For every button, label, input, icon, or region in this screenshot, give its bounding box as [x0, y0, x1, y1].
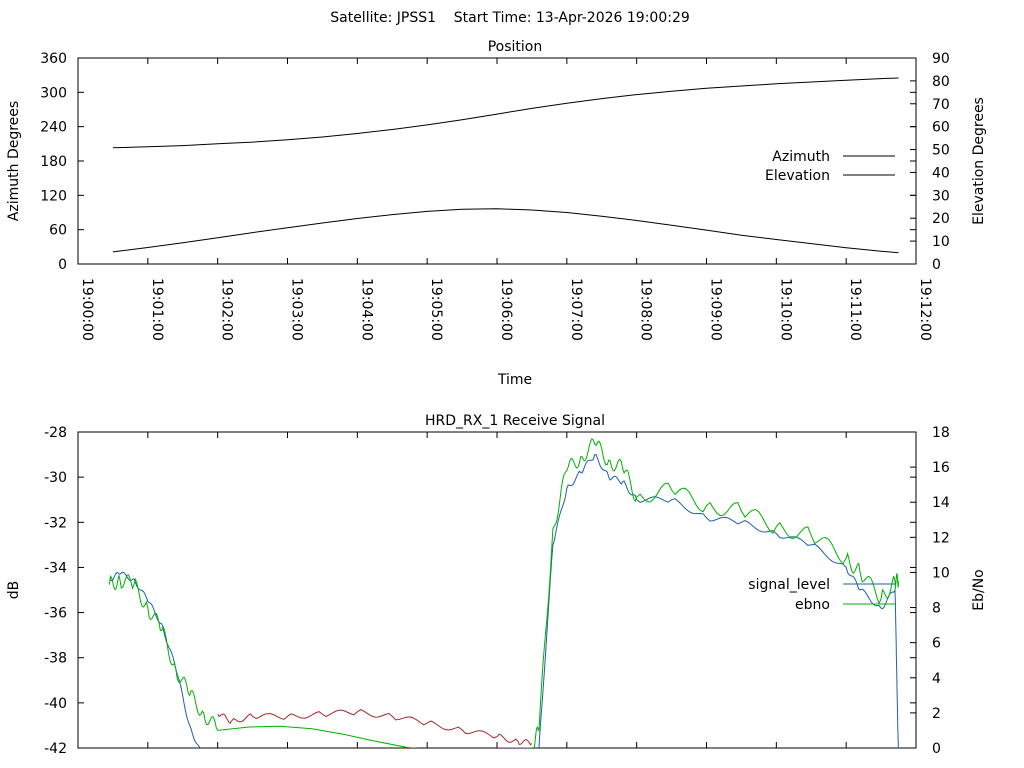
legend-label: Azimuth — [772, 149, 830, 165]
series-line-legacy_signal — [217, 709, 533, 746]
y2-tick-label: 80 — [932, 74, 950, 90]
y2-tick-label: 14 — [932, 495, 950, 511]
y2-tick-label: 10 — [932, 565, 950, 581]
y2-tick-label: 60 — [932, 120, 950, 136]
x-tick-label: 19:00:00 — [79, 278, 95, 341]
x-tick-label: 19:01:00 — [149, 278, 165, 341]
legend-label: Elevation — [765, 168, 830, 184]
y2-tick-label: 0 — [932, 741, 941, 757]
y2-tick-label: 18 — [932, 425, 950, 441]
x-tick-label: 19:02:00 — [219, 278, 235, 341]
y-tick-label: 120 — [40, 188, 67, 204]
y2-axis-label: Elevation Degrees — [971, 97, 987, 225]
y2-tick-label: 40 — [932, 165, 950, 181]
y-tick-label: 60 — [49, 223, 67, 239]
x-tick-label: 19:07:00 — [568, 278, 584, 341]
y-tick-label: 0 — [58, 257, 67, 273]
y-tick-label: 180 — [40, 154, 67, 170]
y-tick-label: -28 — [44, 425, 67, 441]
y-tick-label: -30 — [44, 470, 67, 486]
x-tick-label: 19:11:00 — [847, 278, 863, 341]
y-axis-label: dB — [6, 581, 22, 600]
x-tick-label: 19:12:00 — [917, 278, 933, 341]
y2-tick-label: 30 — [932, 188, 950, 204]
x-tick-label: 19:06:00 — [498, 278, 514, 341]
y2-tick-label: 0 — [932, 257, 941, 273]
y-tick-label: 360 — [40, 51, 67, 67]
y-tick-label: -40 — [44, 696, 67, 712]
legend-label: signal_level — [748, 577, 830, 593]
receive-signal-chart: HRD_RX_1 Receive Signal -42 -40 -38 -36 -34 -3… — [6, 413, 987, 757]
figure-title: Satellite: JPSS1 Start Time: 13-Apr-2026… — [330, 10, 690, 26]
x-tick-label: 19:03:00 — [289, 278, 305, 341]
series-line-Elevation — [112, 208, 899, 254]
chart-title: HRD_RX_1 Receive Signal — [425, 413, 605, 429]
y-tick-label: -36 — [44, 606, 67, 622]
y-tick-label: -32 — [44, 515, 67, 531]
y2-tick-label: 90 — [932, 51, 950, 67]
y2-tick-label: 50 — [932, 143, 950, 159]
x-axis-label: Time — [497, 372, 532, 388]
y-tick-label: -34 — [44, 560, 67, 576]
y2-tick-label: 16 — [932, 460, 950, 476]
y2-tick-label: 6 — [932, 636, 941, 652]
series-line-signal_level — [109, 454, 899, 748]
series-line-ebno — [108, 438, 899, 748]
x-tick-label: 19:09:00 — [708, 278, 724, 341]
y-tick-label: 300 — [40, 85, 67, 101]
y2-tick-label: 4 — [932, 671, 941, 687]
position-chart: Position 0 60 120 180 240 300 360 0 10 20 30 40 50 60 7… — [6, 39, 987, 388]
x-tick-label: 19:08:00 — [638, 278, 654, 341]
y2-tick-label: 8 — [932, 601, 941, 617]
y-tick-label: -38 — [44, 651, 67, 667]
legend-label: ebno — [795, 597, 830, 613]
y-tick-label: -42 — [44, 741, 67, 757]
y2-tick-label: 70 — [932, 97, 950, 113]
x-tick-label: 19:10:00 — [777, 278, 793, 341]
y2-tick-label: 10 — [932, 234, 950, 250]
y2-tick-label: 2 — [932, 706, 941, 722]
x-tick-label: 19:05:00 — [428, 278, 444, 341]
y2-axis-label: Eb/No — [971, 569, 987, 611]
x-tick-label: 19:04:00 — [358, 278, 374, 341]
y2-tick-label: 20 — [932, 211, 950, 227]
y-tick-label: 240 — [40, 120, 67, 136]
y2-tick-label: 12 — [932, 530, 950, 546]
series-line-Azimuth — [112, 77, 899, 149]
y-axis-label: Azimuth Degrees — [6, 101, 22, 221]
chart-title: Position — [488, 39, 543, 55]
